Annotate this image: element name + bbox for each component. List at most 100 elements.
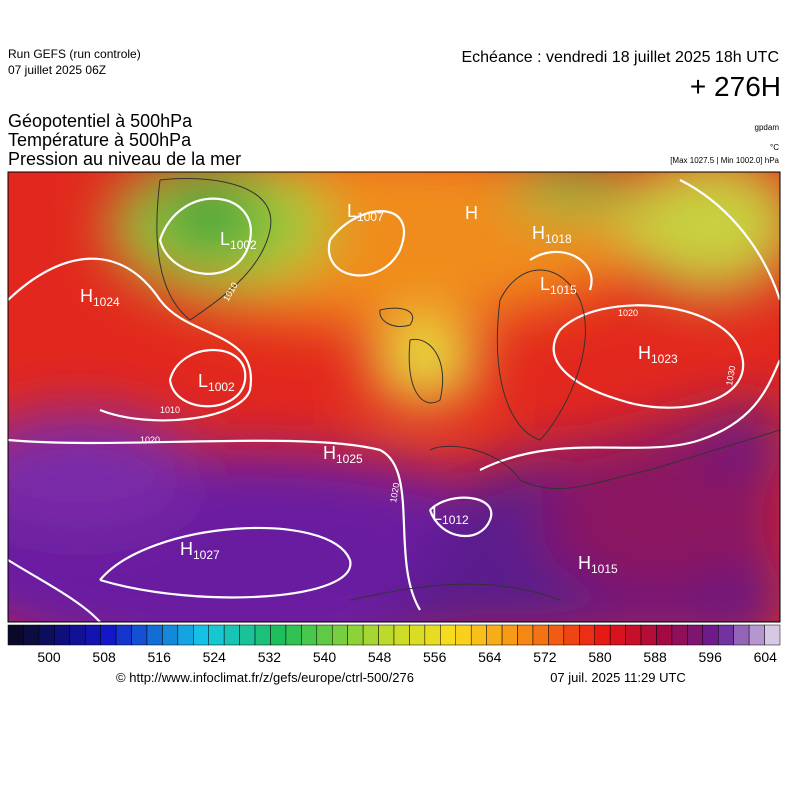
unit: [Max 1027.5 | Min 1002.0] hPa <box>670 156 779 165</box>
pressure-value: 1007 <box>357 210 384 224</box>
colorbar-cell <box>208 624 225 646</box>
pressure-value: 1027 <box>193 548 220 562</box>
colorbar-tick-label: 564 <box>478 649 502 665</box>
pressure-center: L1002 <box>198 371 235 394</box>
pressure-value: 1015 <box>591 562 618 576</box>
colorbar-cell <box>193 624 209 646</box>
pressure-symbol: L <box>198 371 208 391</box>
colorbar-cell <box>239 624 256 646</box>
pressure-value: 1002 <box>230 238 257 252</box>
contour-label: 1010 <box>160 405 180 415</box>
colorbar-cell <box>687 624 704 646</box>
colorbar-cell <box>285 624 302 646</box>
pressure-center: H1024 <box>80 286 120 309</box>
colorbar-cell <box>131 624 148 646</box>
generated-time: 07 juil. 2025 11:29 UTC <box>550 670 686 685</box>
unit: °C <box>770 143 779 152</box>
colorbar-tick-label: 596 <box>699 649 723 665</box>
colorbar-cell <box>424 624 441 646</box>
colorbar-cell <box>656 624 673 646</box>
run-label: Run GEFS (run controle) <box>8 47 141 61</box>
colorbar-cell <box>331 624 348 646</box>
pressure-value: 1025 <box>336 452 363 466</box>
pressure-center: H1025 <box>323 443 363 466</box>
contour-label: 1020 <box>388 482 401 503</box>
pressure-center: L1002 <box>220 229 257 252</box>
colorbar-cell <box>54 624 71 646</box>
colorbar-cell <box>671 624 688 646</box>
colorbar-tick-label: 580 <box>588 649 612 665</box>
pressure-center: L1015 <box>540 274 577 297</box>
colorbar-tick-label: 532 <box>258 649 282 665</box>
colorbar-cell <box>579 624 595 646</box>
colorbar-cell <box>563 624 580 646</box>
colorbar-cell <box>84 624 101 646</box>
colorbar-cell <box>455 624 472 646</box>
colorbar-cell <box>347 624 364 646</box>
pressure-symbol: L <box>432 504 442 524</box>
colorbar-cell <box>100 624 117 646</box>
colorbar-cell <box>316 624 333 646</box>
colorbar-cell <box>517 624 534 646</box>
colorbar-tick-label: 604 <box>754 649 778 665</box>
colorbar-cell <box>409 624 426 646</box>
colorbar-tick-label: 500 <box>37 649 61 665</box>
colorbar: 500 508 516 524 532 540 548 556 564 572 580 588 596 6… <box>7 624 781 665</box>
colorbar-cell <box>115 624 132 646</box>
colorbar-tick-label: 572 <box>533 649 557 665</box>
pressure-symbol: H <box>578 553 591 573</box>
pressure-symbol: L <box>220 229 230 249</box>
colorbar-cell <box>177 624 194 646</box>
pressure-symbol: L <box>540 274 550 294</box>
pressure-value: 1023 <box>651 352 678 366</box>
pressure-symbol: H <box>323 443 336 463</box>
unit: gpdam <box>755 123 780 132</box>
colorbar-cell <box>440 624 457 646</box>
colorbar-tick-label: 548 <box>368 649 392 665</box>
source: © http://www.infoclimat.fr/z/gefs/europe… <box>116 670 414 685</box>
contour-label: 1020 <box>140 435 160 445</box>
pressure-center: H <box>465 203 478 223</box>
colorbar-cell <box>69 624 86 646</box>
colorbar-cell <box>23 624 40 646</box>
pressure-center: H1023 <box>638 343 678 366</box>
colorbar-cell <box>146 624 163 646</box>
pressure-value: 1015 <box>550 283 577 297</box>
colorbar-cell <box>38 624 55 646</box>
pressure-center: H1027 <box>180 539 220 562</box>
colorbar-cell <box>254 624 271 646</box>
contour-label: 1030 <box>724 365 737 386</box>
colorbar-cell <box>764 624 781 646</box>
map-frame <box>7 171 781 623</box>
colorbar-cell <box>7 624 24 646</box>
colorbar-cell <box>733 624 750 646</box>
colorbar-cell <box>532 624 549 646</box>
colorbar-cell <box>640 624 657 646</box>
pressure-value: 1018 <box>545 232 572 246</box>
pressure-symbol: H <box>80 286 93 306</box>
colorbar-cell <box>470 624 487 646</box>
isobars <box>8 179 780 622</box>
pressure-symbol: H <box>532 223 545 243</box>
pressure-value: 1002 <box>208 380 235 394</box>
run-date: 07 juillet 2025 06Z <box>8 63 106 77</box>
colorbar-cell <box>393 624 410 646</box>
colorbar-cell <box>609 624 626 646</box>
pressure-value: 1012 <box>442 513 469 527</box>
colorbar-cell <box>594 624 611 646</box>
colorbar-cell <box>270 624 287 646</box>
contour-label: 1020 <box>618 308 638 318</box>
field-name: Pression au niveau de la mer <box>8 149 241 169</box>
colorbar-cell <box>748 624 765 646</box>
colorbar-cell <box>378 624 395 646</box>
map <box>8 172 780 622</box>
pressure-center: H1018 <box>532 223 572 246</box>
pressure-center: H1015 <box>578 553 618 576</box>
colorbar-tick-label: 540 <box>313 649 337 665</box>
pressure-value: 1024 <box>93 295 120 309</box>
colorbar-tick-label: 556 <box>423 649 447 665</box>
pressure-center: L1007 <box>347 201 384 224</box>
lead-time: + 276H <box>690 71 781 102</box>
